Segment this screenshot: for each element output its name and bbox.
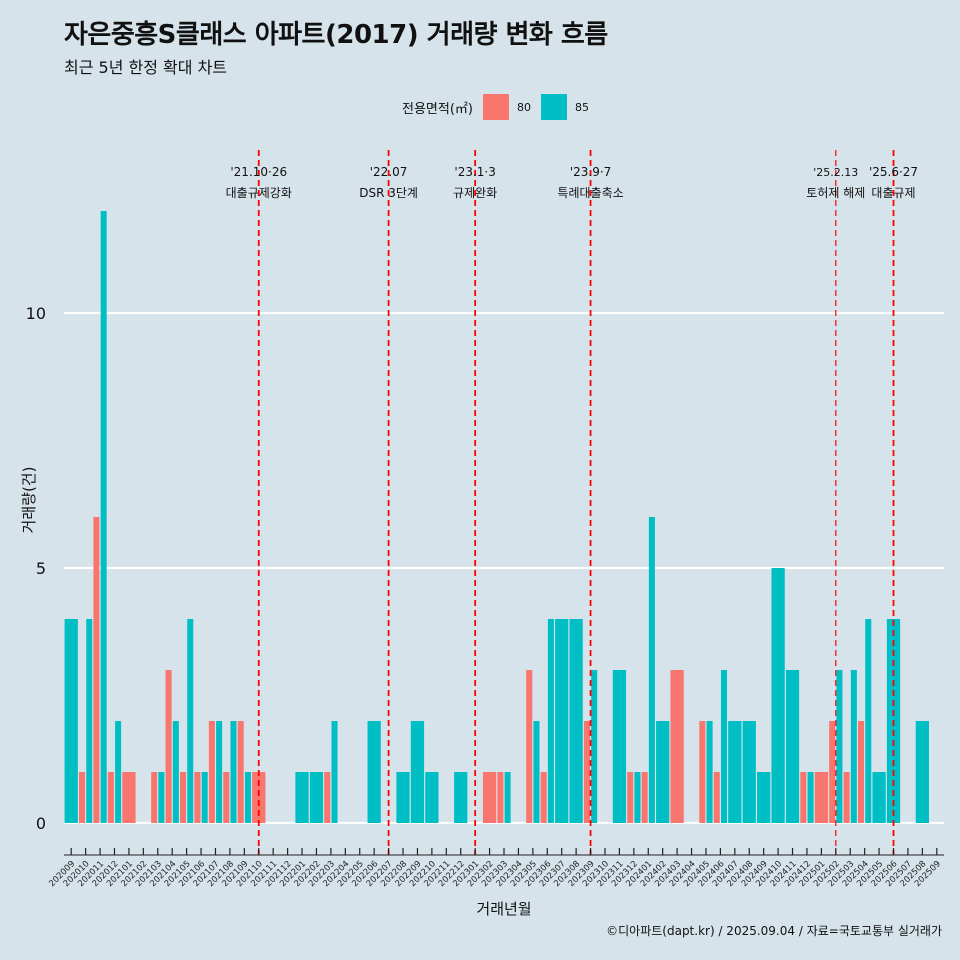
bar-80-202405 xyxy=(699,721,706,823)
bar-80-202503 xyxy=(843,772,850,823)
bar-85-202209 xyxy=(410,721,425,823)
bar-80-202502 xyxy=(829,721,836,823)
legend-label-85: 85 xyxy=(574,100,589,114)
event-date-label: '21.10·26 xyxy=(230,165,287,179)
bar-85-202210 xyxy=(425,772,439,823)
chart-subtitle: 최근 5년 한정 확대 차트 xyxy=(64,58,228,77)
legend-item-80: 80 xyxy=(482,94,531,120)
bar-85-202208 xyxy=(396,772,410,823)
bar-80-202103 xyxy=(151,772,158,823)
bar-85-202505 xyxy=(872,772,886,823)
bar-85-202410 xyxy=(771,568,785,823)
bar-80-202305 xyxy=(526,670,533,823)
bar-80-202012 xyxy=(107,772,114,823)
bar-85-202011 xyxy=(100,211,107,823)
bar-85-202412 xyxy=(807,772,814,823)
bar-85-202402 xyxy=(656,721,670,823)
bar-80-202312 xyxy=(627,772,634,823)
bar-80-202203 xyxy=(324,772,331,823)
event-date-label: '25.6·27 xyxy=(869,165,918,179)
bar-85-202502 xyxy=(836,670,843,823)
y-tick-label: 5 xyxy=(36,559,46,578)
bar-85-202202 xyxy=(309,772,324,823)
event-date-label: '23.9·7 xyxy=(570,165,611,179)
bar-85-202411 xyxy=(785,670,800,823)
bar-85-202508 xyxy=(915,721,929,823)
legend-label-80: 80 xyxy=(516,100,531,114)
bar-85-202009 xyxy=(64,619,78,823)
bar-80-202309 xyxy=(583,721,590,823)
bar-85-202103 xyxy=(158,772,165,823)
bar-85-202306 xyxy=(547,619,554,823)
bar-80-202106 xyxy=(194,772,201,823)
bar-80-202010 xyxy=(79,772,86,823)
event-name-label: 대출규제 xyxy=(871,186,915,200)
bar-85-202303 xyxy=(504,772,511,823)
bar-80-202403 xyxy=(670,670,684,823)
y-axis-title: 거래량(건) xyxy=(20,467,38,534)
bar-85-202206 xyxy=(367,721,381,823)
bar-85-202108 xyxy=(230,721,237,823)
bar-80-202303 xyxy=(497,772,504,823)
bar-85-202104 xyxy=(172,721,179,823)
event-date-label: '25.2.13 xyxy=(813,166,858,179)
bar-80-202302 xyxy=(482,772,497,823)
bar-80-202105 xyxy=(179,772,187,823)
event-name-label: 규제완화 xyxy=(453,186,497,200)
bar-85-202203 xyxy=(331,721,338,823)
legend-item-85: 85 xyxy=(540,94,589,120)
bar-80-202107 xyxy=(208,721,215,823)
bar-85-202312 xyxy=(634,772,641,823)
legend-swatch-80 xyxy=(482,94,509,120)
bar-85-202012 xyxy=(115,721,122,823)
event-date-label: '23.1·3 xyxy=(454,165,495,179)
y-tick-label: 10 xyxy=(26,304,46,323)
event-name-label: 토허제 해제 xyxy=(806,186,865,200)
bar-80-202109 xyxy=(237,721,244,823)
bar-80-202406 xyxy=(713,772,720,823)
event-name-label: 특례대출축소 xyxy=(557,186,623,200)
bar-80-202401 xyxy=(641,772,648,823)
bar-80-202101 xyxy=(122,772,136,823)
bar-85-202010 xyxy=(86,619,93,823)
event-name-label: 대출규제강화 xyxy=(226,186,292,200)
bar-85-202401 xyxy=(648,517,655,823)
bar-85-202409 xyxy=(757,772,771,823)
bar-85-202405 xyxy=(706,721,713,823)
bar-85-202212 xyxy=(454,772,468,823)
bar-85-202311 xyxy=(612,670,627,823)
bar-80-202108 xyxy=(223,772,230,823)
bar-80-202306 xyxy=(540,772,547,823)
bar-85-202504 xyxy=(865,619,872,823)
bar-85-202107 xyxy=(216,721,223,823)
source-caption: ©디아파트(dapt.kr) / 2025.09.04 / 자료=국토교통부 실… xyxy=(606,924,942,938)
bar-80-202504 xyxy=(858,721,865,823)
chart-title: 자은중흥S클래스 아파트(2017) 거래량 변화 흐름 xyxy=(64,20,608,50)
bar-80-202104 xyxy=(165,670,172,823)
bar-85-202109 xyxy=(244,772,251,823)
bar-85-202407 xyxy=(728,721,742,823)
bar-80-202501 xyxy=(814,772,829,823)
bar-85-202106 xyxy=(201,772,208,823)
bar-80-202110 xyxy=(252,772,266,823)
bar-85-202307 xyxy=(555,619,569,823)
event-name-label: DSR 3단계 xyxy=(359,186,418,200)
bar-85-202305 xyxy=(533,721,540,823)
event-date-label: '22.07 xyxy=(370,165,408,179)
bar-80-202412 xyxy=(800,772,807,823)
bar-85-202105 xyxy=(187,619,194,823)
bar-85-202406 xyxy=(720,670,728,823)
y-tick-label: 0 xyxy=(36,814,46,833)
bar-85-202309 xyxy=(591,670,598,823)
legend-title: 전용면적(㎡) xyxy=(402,101,473,117)
legend-swatch-85 xyxy=(540,94,567,120)
bar-85-202201 xyxy=(295,772,309,823)
bar-85-202308 xyxy=(569,619,583,823)
bar-80-202011 xyxy=(93,517,100,823)
legend: 전용면적(㎡) 80 85 xyxy=(402,92,599,122)
bar-85-202408 xyxy=(742,721,756,823)
bar-85-202503 xyxy=(850,670,857,823)
x-axis-title: 거래년월 xyxy=(476,900,531,918)
